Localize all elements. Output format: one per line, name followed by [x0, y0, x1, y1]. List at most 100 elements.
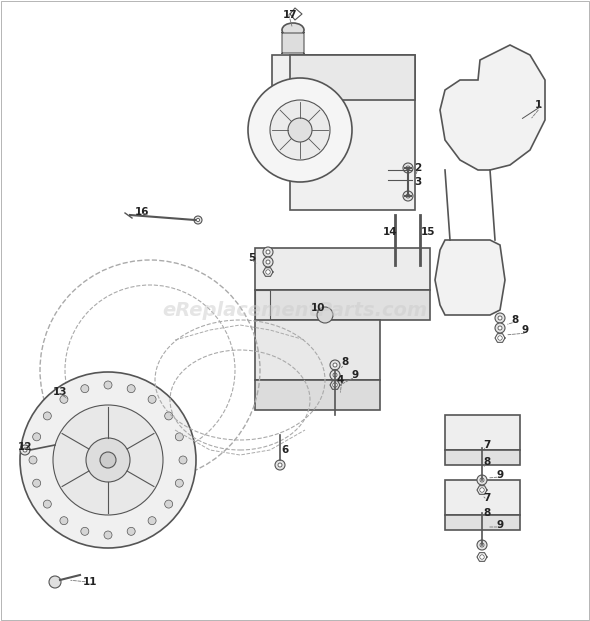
Circle shape: [406, 194, 410, 198]
Circle shape: [179, 456, 187, 464]
Circle shape: [175, 479, 183, 487]
Polygon shape: [445, 415, 520, 450]
Circle shape: [127, 527, 135, 535]
Circle shape: [81, 384, 89, 392]
Circle shape: [248, 78, 352, 182]
Polygon shape: [445, 480, 520, 515]
Text: 4: 4: [336, 375, 344, 385]
Circle shape: [495, 323, 505, 333]
Circle shape: [498, 326, 502, 330]
Circle shape: [165, 412, 173, 420]
Circle shape: [196, 219, 199, 222]
Circle shape: [495, 313, 505, 323]
Text: 1: 1: [535, 100, 542, 110]
Circle shape: [266, 270, 270, 274]
Circle shape: [477, 475, 487, 485]
Circle shape: [43, 412, 51, 420]
Polygon shape: [445, 515, 520, 530]
Text: 5: 5: [248, 253, 255, 263]
Text: 15: 15: [421, 227, 435, 237]
Circle shape: [104, 531, 112, 539]
Circle shape: [81, 527, 89, 535]
Circle shape: [194, 216, 202, 224]
Circle shape: [32, 479, 41, 487]
Circle shape: [288, 118, 312, 142]
Circle shape: [480, 555, 484, 560]
Circle shape: [49, 576, 61, 588]
Text: 17: 17: [283, 10, 297, 20]
Circle shape: [480, 543, 484, 547]
Circle shape: [333, 363, 337, 367]
Polygon shape: [435, 240, 505, 315]
Circle shape: [20, 372, 196, 548]
Circle shape: [278, 463, 282, 467]
Circle shape: [480, 478, 484, 482]
FancyBboxPatch shape: [282, 32, 304, 54]
Circle shape: [317, 307, 333, 323]
Circle shape: [60, 517, 68, 525]
Text: 8: 8: [483, 508, 491, 518]
Polygon shape: [255, 290, 430, 320]
Circle shape: [275, 460, 285, 470]
Circle shape: [20, 445, 30, 455]
Polygon shape: [272, 55, 415, 210]
Polygon shape: [255, 290, 270, 380]
Circle shape: [32, 433, 41, 441]
Circle shape: [403, 191, 413, 201]
Circle shape: [86, 438, 130, 482]
Circle shape: [53, 405, 163, 515]
Circle shape: [330, 360, 340, 370]
Circle shape: [266, 250, 270, 254]
Circle shape: [104, 381, 112, 389]
Text: 6: 6: [281, 445, 289, 455]
Text: 14: 14: [383, 227, 397, 237]
Text: 13: 13: [53, 387, 67, 397]
Text: 2: 2: [414, 163, 422, 173]
Text: 9: 9: [496, 470, 503, 480]
Circle shape: [148, 396, 156, 403]
Circle shape: [263, 257, 273, 267]
Circle shape: [266, 260, 270, 264]
Circle shape: [480, 487, 484, 492]
Circle shape: [498, 316, 502, 320]
Ellipse shape: [282, 23, 304, 37]
Text: 8: 8: [342, 357, 349, 367]
Circle shape: [60, 396, 68, 403]
Circle shape: [23, 448, 27, 452]
Circle shape: [403, 163, 413, 173]
Text: 11: 11: [83, 577, 97, 587]
Text: 9: 9: [496, 520, 503, 530]
Circle shape: [270, 100, 330, 160]
Circle shape: [175, 433, 183, 441]
Circle shape: [29, 456, 37, 464]
Text: 3: 3: [414, 177, 422, 187]
Circle shape: [165, 500, 173, 508]
Text: 10: 10: [311, 303, 325, 313]
Polygon shape: [255, 248, 430, 290]
Circle shape: [100, 452, 116, 468]
Circle shape: [148, 517, 156, 525]
Circle shape: [330, 370, 340, 380]
Circle shape: [333, 383, 337, 388]
Polygon shape: [290, 55, 415, 100]
Circle shape: [406, 166, 410, 170]
Text: 8: 8: [512, 315, 519, 325]
Polygon shape: [255, 320, 380, 380]
Circle shape: [43, 500, 51, 508]
Text: 9: 9: [352, 370, 359, 380]
Text: 12: 12: [18, 442, 32, 452]
Text: eReplacementParts.com: eReplacementParts.com: [162, 301, 428, 319]
Polygon shape: [255, 380, 380, 410]
Text: 9: 9: [522, 325, 529, 335]
Text: 7: 7: [483, 493, 491, 503]
Circle shape: [333, 373, 337, 377]
Circle shape: [498, 336, 502, 340]
Polygon shape: [440, 45, 545, 170]
Text: 7: 7: [483, 440, 491, 450]
Text: 8: 8: [483, 457, 491, 467]
Circle shape: [477, 540, 487, 550]
Circle shape: [263, 247, 273, 257]
Polygon shape: [445, 450, 520, 465]
Text: 16: 16: [135, 207, 149, 217]
Circle shape: [127, 384, 135, 392]
